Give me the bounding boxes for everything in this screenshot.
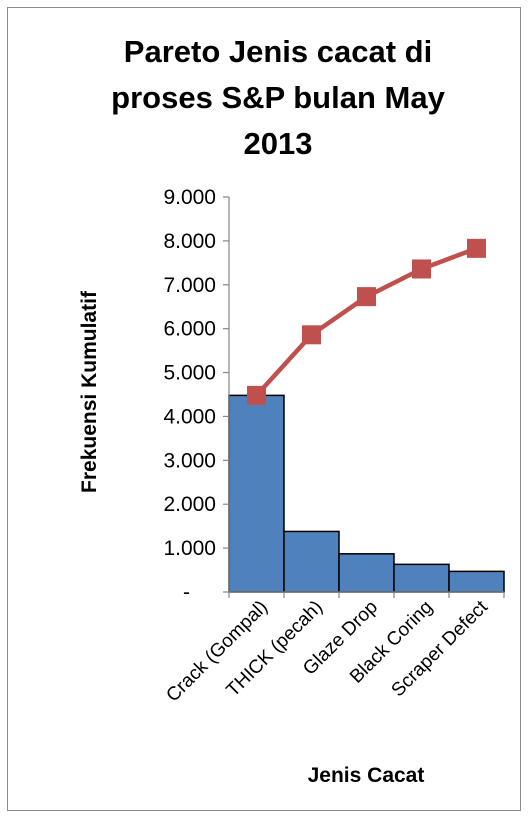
y-tick-label: 1.000 (163, 537, 216, 560)
chart-title-line-3: 2013 (244, 126, 313, 161)
bar-3 (338, 553, 395, 593)
cumulative-point-2 (302, 325, 321, 345)
x-axis-title: Jenis Cacat (308, 764, 425, 787)
bar-2 (283, 530, 340, 593)
y-tick-label: 5.000 (163, 362, 216, 385)
y-tick-label: 9.000 (163, 186, 216, 209)
bar-1 (228, 394, 285, 593)
x-category-label: THICK (pecah) (223, 597, 327, 701)
cumulative-point-5 (467, 238, 486, 258)
x-axis-categories: Crack (Gompal)THICK (pecah)Glaze DropBla… (162, 596, 492, 706)
cumulative-line (254, 246, 478, 397)
y-axis-ticks: - 1.000 2.000 3.000 4.000 5.000 6.000 7.000 8.00… (163, 186, 229, 604)
y-tick-label: 3.000 (163, 449, 216, 472)
bar-4 (393, 563, 450, 593)
x-category-label: Scraper Defect (388, 596, 493, 701)
cumulative-point-1 (247, 385, 266, 405)
x-category-label: Crack (Gompal) (162, 597, 272, 707)
y-tick-label: 6.000 (163, 318, 216, 341)
y-tick-label: 2.000 (163, 493, 216, 516)
chart-title-line-2: proses S&P bulan May (111, 80, 445, 115)
cumulative-point-4 (412, 259, 431, 279)
chart-title-line-1: Pareto Jenis cacat di (124, 34, 432, 69)
cumulative-line-series (247, 238, 486, 405)
axes (228, 197, 505, 598)
bar-series (228, 394, 505, 593)
cumulative-point-3 (357, 287, 376, 307)
chart-title: Pareto Jenis cacat di proses S&P bulan M… (111, 34, 445, 161)
y-tick-label: - (183, 581, 190, 604)
bar-5 (448, 570, 505, 593)
y-axis-title: Frekuensi Kumulatif (78, 290, 101, 493)
y-tick-label: 4.000 (163, 405, 216, 428)
y-tick-label: 7.000 (163, 274, 216, 297)
y-tick-label: 8.000 (163, 230, 216, 253)
